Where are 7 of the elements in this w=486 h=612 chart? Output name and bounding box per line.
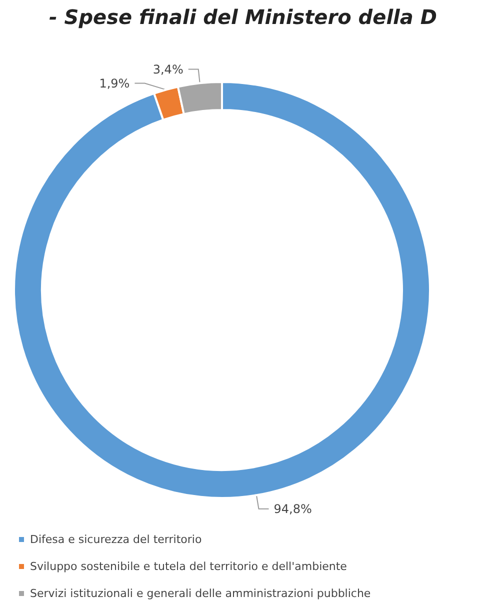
chart-title: - Spese finali del Ministero della D [49, 5, 437, 29]
data-label: 1,9% [99, 76, 130, 90]
data-label: 94,8% [274, 502, 312, 516]
legend-label: Servizi istituzionali e generali delle amministrazioni pubbliche [30, 587, 371, 600]
legend-label: Sviluppo sostenibile e tutela del territorio e dell'ambiente [30, 560, 348, 573]
data-label: 3,4% [152, 62, 184, 76]
legend-label: Difesa e sicurezza del territorio [30, 533, 202, 546]
